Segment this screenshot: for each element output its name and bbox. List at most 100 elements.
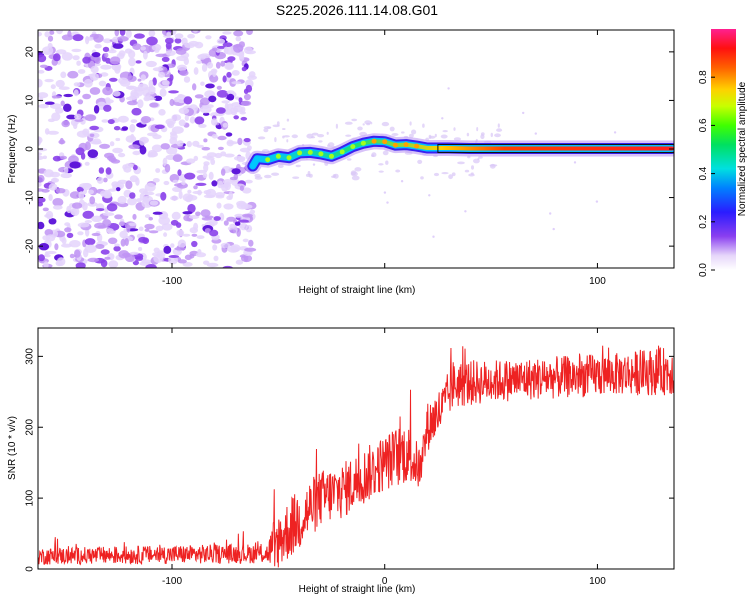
colorbar-gradient <box>711 29 736 270</box>
snr-x-ticks: -100 0 100 <box>162 328 606 587</box>
noise-blob <box>79 183 92 188</box>
noise-blob <box>199 97 210 106</box>
noise-speckle <box>382 150 389 156</box>
noise-speckle <box>305 173 311 177</box>
track-hotspot <box>329 153 334 159</box>
noise-blob <box>203 260 210 265</box>
noise-blob <box>201 63 208 72</box>
noise-speckle <box>370 121 373 125</box>
noise-speckle <box>310 136 316 139</box>
noise-blob <box>66 205 72 214</box>
noise-blob <box>233 115 239 120</box>
noise-blob <box>164 163 171 173</box>
noise-blob <box>84 141 91 151</box>
noise-blob <box>174 183 184 187</box>
noise-blob <box>244 247 257 252</box>
noise-blob <box>77 99 84 105</box>
noise-speckle <box>272 124 280 128</box>
noise-speckle <box>409 121 412 126</box>
noise-blob <box>103 104 112 112</box>
noise-blob <box>216 90 229 98</box>
noise-blob <box>170 132 178 141</box>
noise-blob <box>126 224 131 233</box>
noise-blob <box>140 46 147 51</box>
noise-blob <box>60 172 72 179</box>
noise-blob <box>117 179 128 184</box>
noise-blob <box>244 179 253 184</box>
snr-x-tick-label: 100 <box>589 576 606 587</box>
noise-speckle <box>471 165 474 170</box>
noise-blob <box>193 222 199 231</box>
noise-blob <box>206 62 214 69</box>
noise-blob <box>174 247 186 251</box>
noise-blob <box>211 180 218 187</box>
noise-blob <box>71 202 83 209</box>
noise-blob <box>130 119 138 123</box>
spectrogram-x-tick-label: -100 <box>162 276 182 287</box>
noise-blob <box>61 120 70 128</box>
noise-speckle <box>489 164 498 167</box>
noise-blob <box>210 158 216 165</box>
noise-blob <box>73 122 78 130</box>
noise-speckle <box>496 128 503 132</box>
noise-speckle <box>428 134 432 139</box>
noise-blob <box>206 262 219 268</box>
noise-speckle <box>326 131 329 135</box>
noise-blob <box>139 145 147 155</box>
noise-blob <box>248 239 254 247</box>
noise-blob <box>170 243 175 248</box>
noise-blob <box>60 100 65 107</box>
spectrogram-y-tick-label: -10 <box>25 190 36 205</box>
noise-blob <box>194 116 205 125</box>
noise-blob <box>82 210 94 219</box>
noise-blob <box>38 31 42 37</box>
noise-blob <box>187 33 196 39</box>
noise-blob <box>171 211 181 220</box>
spectrogram-x-label: Height of straight line (km) <box>299 285 416 296</box>
noise-blob <box>109 141 115 147</box>
noise-blob <box>184 42 196 49</box>
noise-blob <box>205 35 212 40</box>
noise-blob <box>152 77 157 86</box>
noise-dot <box>549 212 552 215</box>
noise-blob <box>172 154 183 163</box>
figure-title: S225.2026.111.14.08.G01 <box>276 2 438 18</box>
noise-blob <box>200 81 205 86</box>
noise-blob <box>49 30 55 35</box>
noise-speckle <box>420 176 424 180</box>
noise-blob <box>217 146 224 151</box>
noise-blob <box>148 216 153 221</box>
noise-blob <box>158 216 170 226</box>
colorbar-tick-label: 0.0 <box>698 263 709 277</box>
noise-blob <box>69 191 81 199</box>
noise-blob <box>38 196 46 203</box>
noise-blob <box>60 71 67 79</box>
noise-blob <box>89 133 95 137</box>
noise-blob <box>243 88 249 95</box>
noise-blob <box>213 255 219 262</box>
colorbar-tick-label: 0.2 <box>698 214 709 228</box>
noise-blob <box>101 119 109 123</box>
noise-blob <box>175 48 187 55</box>
noise-blob <box>192 140 200 147</box>
colorbar-tick-label: 0.4 <box>698 166 709 180</box>
noise-blob <box>90 65 99 74</box>
noise-speckle <box>441 172 449 175</box>
noise-speckle <box>317 134 325 138</box>
noise-blob <box>77 69 86 74</box>
noise-blob <box>73 89 79 97</box>
noise-blob <box>208 95 217 103</box>
noise-blob <box>149 200 159 206</box>
noise-blob <box>59 137 64 145</box>
noise-blob <box>200 209 211 218</box>
colorbar-label: Normalized spectral amplitude <box>737 81 748 216</box>
noise-blob <box>64 227 72 233</box>
noise-blob <box>242 238 249 243</box>
snr-x-tick-label: -100 <box>162 576 182 587</box>
noise-speckle <box>292 176 300 179</box>
noise-speckle <box>282 128 286 130</box>
noise-blob <box>95 208 105 212</box>
noise-dot <box>573 161 577 164</box>
noise-blob <box>243 138 251 143</box>
